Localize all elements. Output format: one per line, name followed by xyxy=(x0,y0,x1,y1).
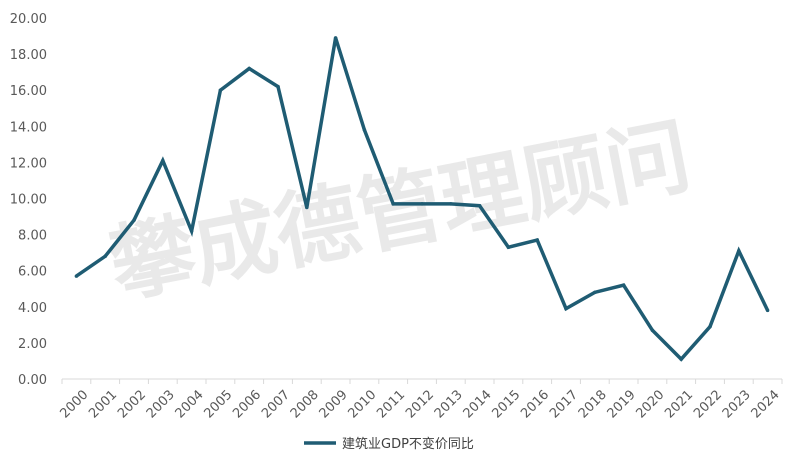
x-tick-label: 2021 xyxy=(662,387,696,421)
y-tick-label: 18.00 xyxy=(10,48,47,63)
y-tick-label: 0.00 xyxy=(18,373,47,388)
data-point xyxy=(737,249,741,253)
data-point xyxy=(708,324,712,329)
x-tick-label: 2020 xyxy=(633,387,667,421)
x-tick-label: 2013 xyxy=(432,387,466,421)
x-tick-label: 2004 xyxy=(173,387,207,421)
x-tick-label: 2017 xyxy=(547,387,581,421)
x-tick-label: 2010 xyxy=(345,387,379,421)
x-tick-label: 2000 xyxy=(57,387,91,421)
data-point xyxy=(189,229,194,233)
data-point xyxy=(765,308,770,313)
x-tick-label: 2005 xyxy=(201,387,235,421)
watermark: 攀成德管理顾问 xyxy=(102,107,698,315)
x-tick-label: 2011 xyxy=(374,387,408,421)
legend-label: 建筑业GDP不变价同比 xyxy=(342,436,474,452)
x-tick-label: 2001 xyxy=(86,387,120,421)
data-point xyxy=(276,84,280,89)
y-tick-label: 2.00 xyxy=(18,337,47,352)
x-tick-label: 2003 xyxy=(144,387,178,421)
data-point xyxy=(218,88,223,92)
x-tick-label: 2019 xyxy=(605,387,639,421)
data-point xyxy=(449,202,453,206)
y-tick-label: 6.00 xyxy=(18,265,47,280)
x-tick-label: 2006 xyxy=(230,387,264,421)
x-tick-label: 2016 xyxy=(518,387,552,421)
x-axis: 2000200120022003200420052006200720082009… xyxy=(57,378,783,421)
y-tick-label: 4.00 xyxy=(18,301,47,316)
data-point xyxy=(161,158,165,163)
legend: 建筑业GDP不变价同比 xyxy=(304,436,474,452)
x-tick-label: 2002 xyxy=(115,387,149,421)
data-point xyxy=(621,283,626,287)
data-point xyxy=(391,202,395,206)
y-tick-label: 8.00 xyxy=(18,229,47,244)
data-point xyxy=(564,306,568,311)
x-tick-label: 2024 xyxy=(749,387,783,421)
data-point xyxy=(593,290,597,295)
y-tick-label: 20.00 xyxy=(10,12,47,27)
data-point xyxy=(535,238,539,242)
x-tick-label: 2014 xyxy=(461,387,495,421)
x-tick-label: 2022 xyxy=(691,387,725,421)
data-point xyxy=(305,205,309,210)
data-point xyxy=(247,66,251,71)
x-tick-label: 2008 xyxy=(288,387,322,421)
data-point xyxy=(333,36,338,40)
x-tick-label: 2023 xyxy=(720,387,754,421)
data-point xyxy=(650,328,655,333)
data-point xyxy=(506,245,511,249)
data-point xyxy=(477,203,482,208)
data-point xyxy=(74,274,79,278)
data-point xyxy=(132,218,136,222)
data-point xyxy=(420,202,424,206)
data-point xyxy=(362,128,367,132)
data-point xyxy=(103,254,107,259)
y-tick-label: 12.00 xyxy=(10,156,47,171)
y-axis: 0.00 2.00 4.00 6.00 8.00 10.00 12.00 14.00 16.00… xyxy=(10,12,47,388)
x-tick-label: 2009 xyxy=(317,387,351,421)
x-tick-label: 2012 xyxy=(403,387,437,421)
x-tick-label: 2015 xyxy=(489,387,523,421)
x-tick-label: 2018 xyxy=(576,387,610,421)
watermark-text: 攀成德管理顾问 xyxy=(102,107,698,315)
data-point xyxy=(679,357,683,361)
y-tick-label: 10.00 xyxy=(10,193,47,208)
x-tick-label: 2007 xyxy=(259,387,293,421)
series-layer xyxy=(74,36,770,362)
y-tick-label: 14.00 xyxy=(10,120,47,135)
y-tick-label: 16.00 xyxy=(10,84,47,99)
